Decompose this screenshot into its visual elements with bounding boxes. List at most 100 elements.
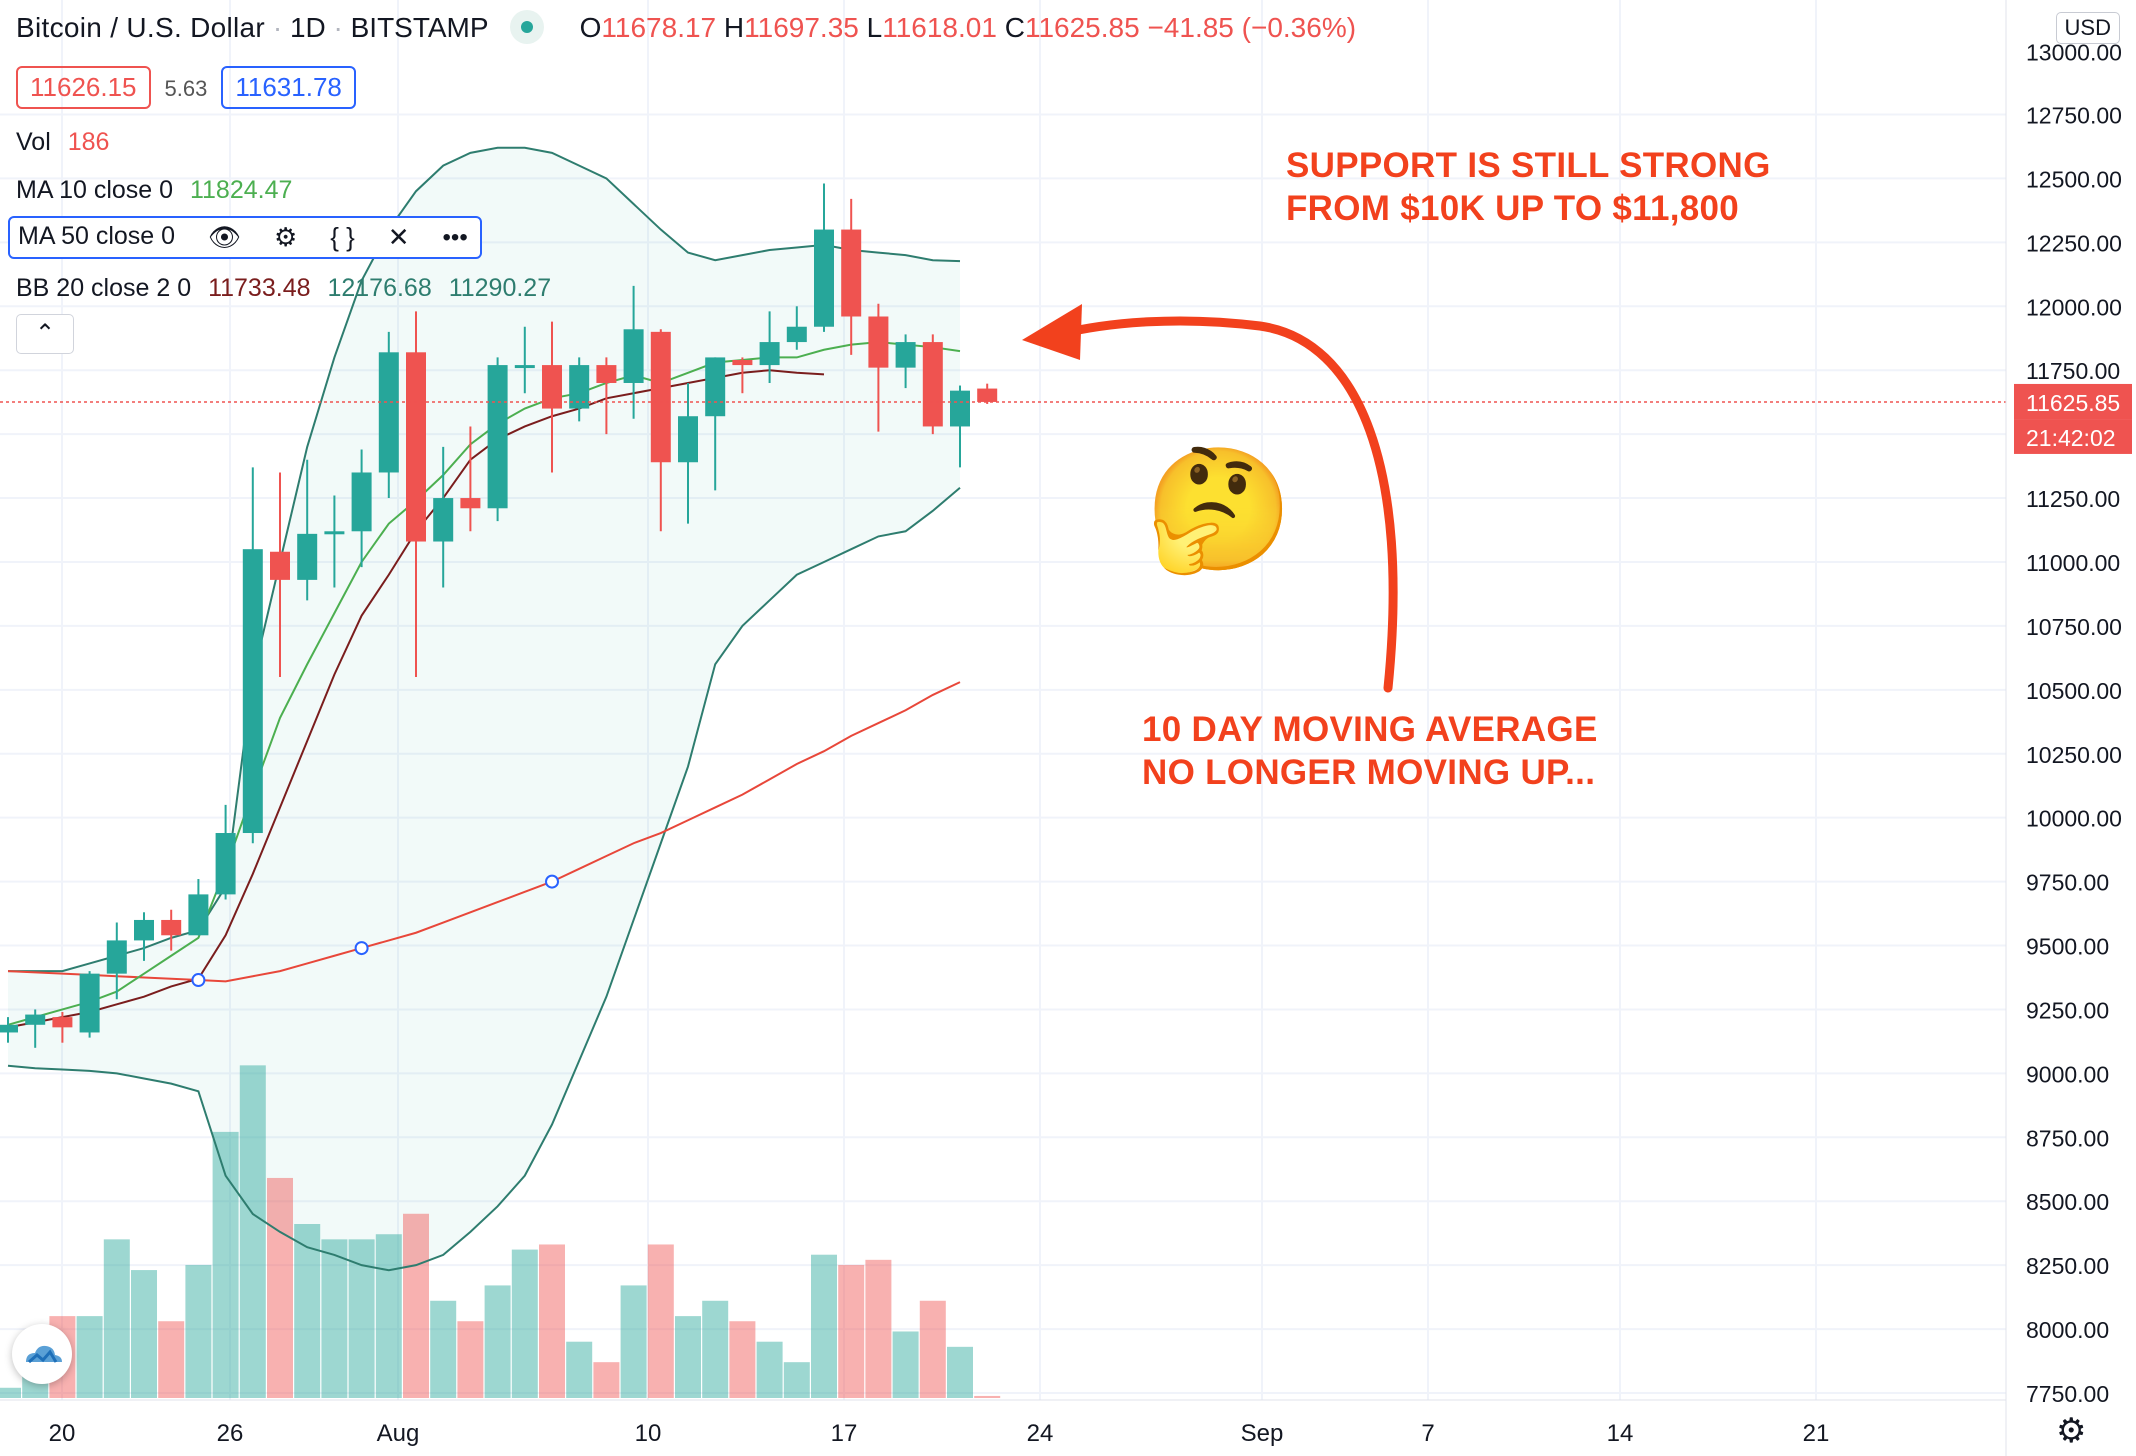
ma50-anchor-point — [545, 874, 559, 889]
candle — [514, 326, 535, 394]
candle — [215, 804, 236, 900]
volume-bar — [294, 1224, 321, 1398]
volume-bar — [620, 1285, 647, 1398]
candle — [732, 357, 753, 394]
candle — [270, 472, 290, 678]
chart-grid — [0, 0, 2006, 1400]
candle — [433, 446, 454, 588]
interval[interactable]: 1D — [289, 12, 326, 43]
ma50-line — [7, 681, 961, 983]
volume-bar — [321, 1239, 348, 1398]
volume-bar — [647, 1244, 674, 1398]
collapse-legend-button[interactable]: ⌃ — [16, 314, 74, 354]
candle — [650, 329, 671, 532]
annotation-arrow — [1022, 304, 1398, 693]
time-axis[interactable]: 20 26 Aug 10 17 24 Sep 7 14 21 — [0, 1399, 2006, 1447]
price-tick-label: 10500.00 — [2026, 678, 2122, 704]
candle-body — [270, 551, 290, 580]
cloud-icon — [26, 1345, 62, 1364]
price-tick-label: 10000.00 — [2026, 806, 2122, 832]
symbol-name[interactable]: Bitcoin / U.S. Dollar — [16, 12, 266, 43]
price-axis-bg — [2006, 0, 2136, 1456]
change: −41.85 (−0.36%) — [1147, 12, 1357, 43]
remove-icon[interactable]: ✕ — [387, 222, 410, 252]
price-tick-label: 10250.00 — [2026, 742, 2122, 768]
sell-button[interactable]: 11626.15 — [16, 66, 151, 109]
bb-legend[interactable]: BB 20 close 2 0 11733.48 12176.68 11290.… — [16, 274, 552, 302]
volume-bar — [729, 1321, 756, 1398]
price-axis[interactable]: 13000.007750.008000.008250.008500.008750… — [2005, 0, 2136, 1456]
price-tick-label: 12250.00 — [2026, 230, 2122, 256]
candle-body — [406, 352, 426, 542]
volume-bar — [947, 1346, 973, 1398]
candle-body — [378, 352, 399, 473]
candle-body — [25, 1014, 46, 1025]
candle-body — [161, 919, 182, 936]
volume-bar — [783, 1362, 810, 1398]
volume-bar — [239, 1065, 266, 1398]
price-tick-label: 12500.00 — [2026, 166, 2122, 192]
time-tick-label: 17 — [831, 1420, 858, 1447]
candle-body — [814, 229, 834, 327]
chart-settings-icon[interactable]: ⚙︎ — [2056, 1412, 2087, 1450]
volume-bar — [811, 1254, 837, 1398]
spread: 5.63 — [164, 75, 208, 101]
candle — [678, 382, 698, 524]
candle-body — [786, 326, 807, 343]
volume-bar — [865, 1259, 892, 1398]
volume-bar — [131, 1270, 157, 1398]
currency-button[interactable]: USD — [2055, 12, 2120, 44]
source-code-icon[interactable]: { } — [330, 222, 355, 252]
exchange: BITSTAMP — [350, 12, 489, 43]
candle-body — [242, 549, 263, 834]
candle — [977, 383, 998, 404]
volume-bar — [919, 1300, 946, 1398]
volume-bar — [892, 1331, 919, 1398]
volume-bar — [593, 1362, 620, 1398]
more-icon[interactable]: ••• — [442, 223, 468, 251]
price-tick-label: 8500.00 — [2026, 1189, 2109, 1215]
support-annotation: SUPPORT IS STILL STRONG FROM $10K UP TO … — [1286, 146, 1771, 228]
market-status-icon[interactable] — [509, 9, 544, 44]
time-tick-label: 26 — [217, 1420, 244, 1447]
candle-body — [678, 416, 698, 463]
price-tick-label: 12000.00 — [2026, 294, 2122, 320]
price-tick-label: 9500.00 — [2026, 934, 2109, 960]
buy-button[interactable]: 11631.78 — [221, 66, 356, 109]
time-tick-label: 14 — [1607, 1420, 1634, 1447]
time-tick-label: 7 — [1421, 1420, 1434, 1447]
candle-body — [79, 973, 100, 1033]
price-tick-label: 7750.00 — [2026, 1381, 2109, 1407]
candle-body — [596, 365, 617, 383]
volume-bar — [76, 1316, 103, 1398]
time-tick-label: 10 — [635, 1420, 662, 1447]
candle — [786, 306, 807, 350]
candle — [841, 198, 862, 355]
volume-bar — [375, 1234, 402, 1398]
vol-legend[interactable]: Vol 186 — [16, 128, 110, 156]
ma10-legend[interactable]: MA 10 close 0 11824.47 — [16, 176, 293, 204]
tradingview-logo[interactable] — [12, 1324, 72, 1384]
volume-bar — [675, 1316, 701, 1398]
candle-body — [569, 365, 590, 409]
candle — [868, 303, 889, 432]
ma50-legend[interactable]: MA 50 close 0 👁︎ ⚙︎ { } ✕ ••• — [8, 216, 482, 259]
settings-icon[interactable]: ⚙︎ — [273, 222, 298, 252]
candle — [814, 183, 834, 332]
eye-icon[interactable]: 👁︎ — [207, 222, 241, 252]
volume-bar — [403, 1213, 429, 1398]
candle-body — [705, 357, 726, 417]
candle — [895, 334, 916, 389]
candle-body — [188, 894, 209, 936]
bollinger-band-area — [8, 147, 960, 1271]
price-tick-label: 9250.00 — [2026, 997, 2109, 1023]
candle-body — [351, 472, 372, 532]
time-tick-label: Aug — [377, 1420, 420, 1447]
ma50-anchor-point — [191, 973, 206, 988]
price-tick-label: 8000.00 — [2026, 1317, 2109, 1343]
candle-body — [732, 359, 753, 366]
candle-body — [950, 390, 970, 427]
candle — [242, 467, 263, 844]
thinking-face-icon: 🤔 — [1144, 443, 1294, 577]
